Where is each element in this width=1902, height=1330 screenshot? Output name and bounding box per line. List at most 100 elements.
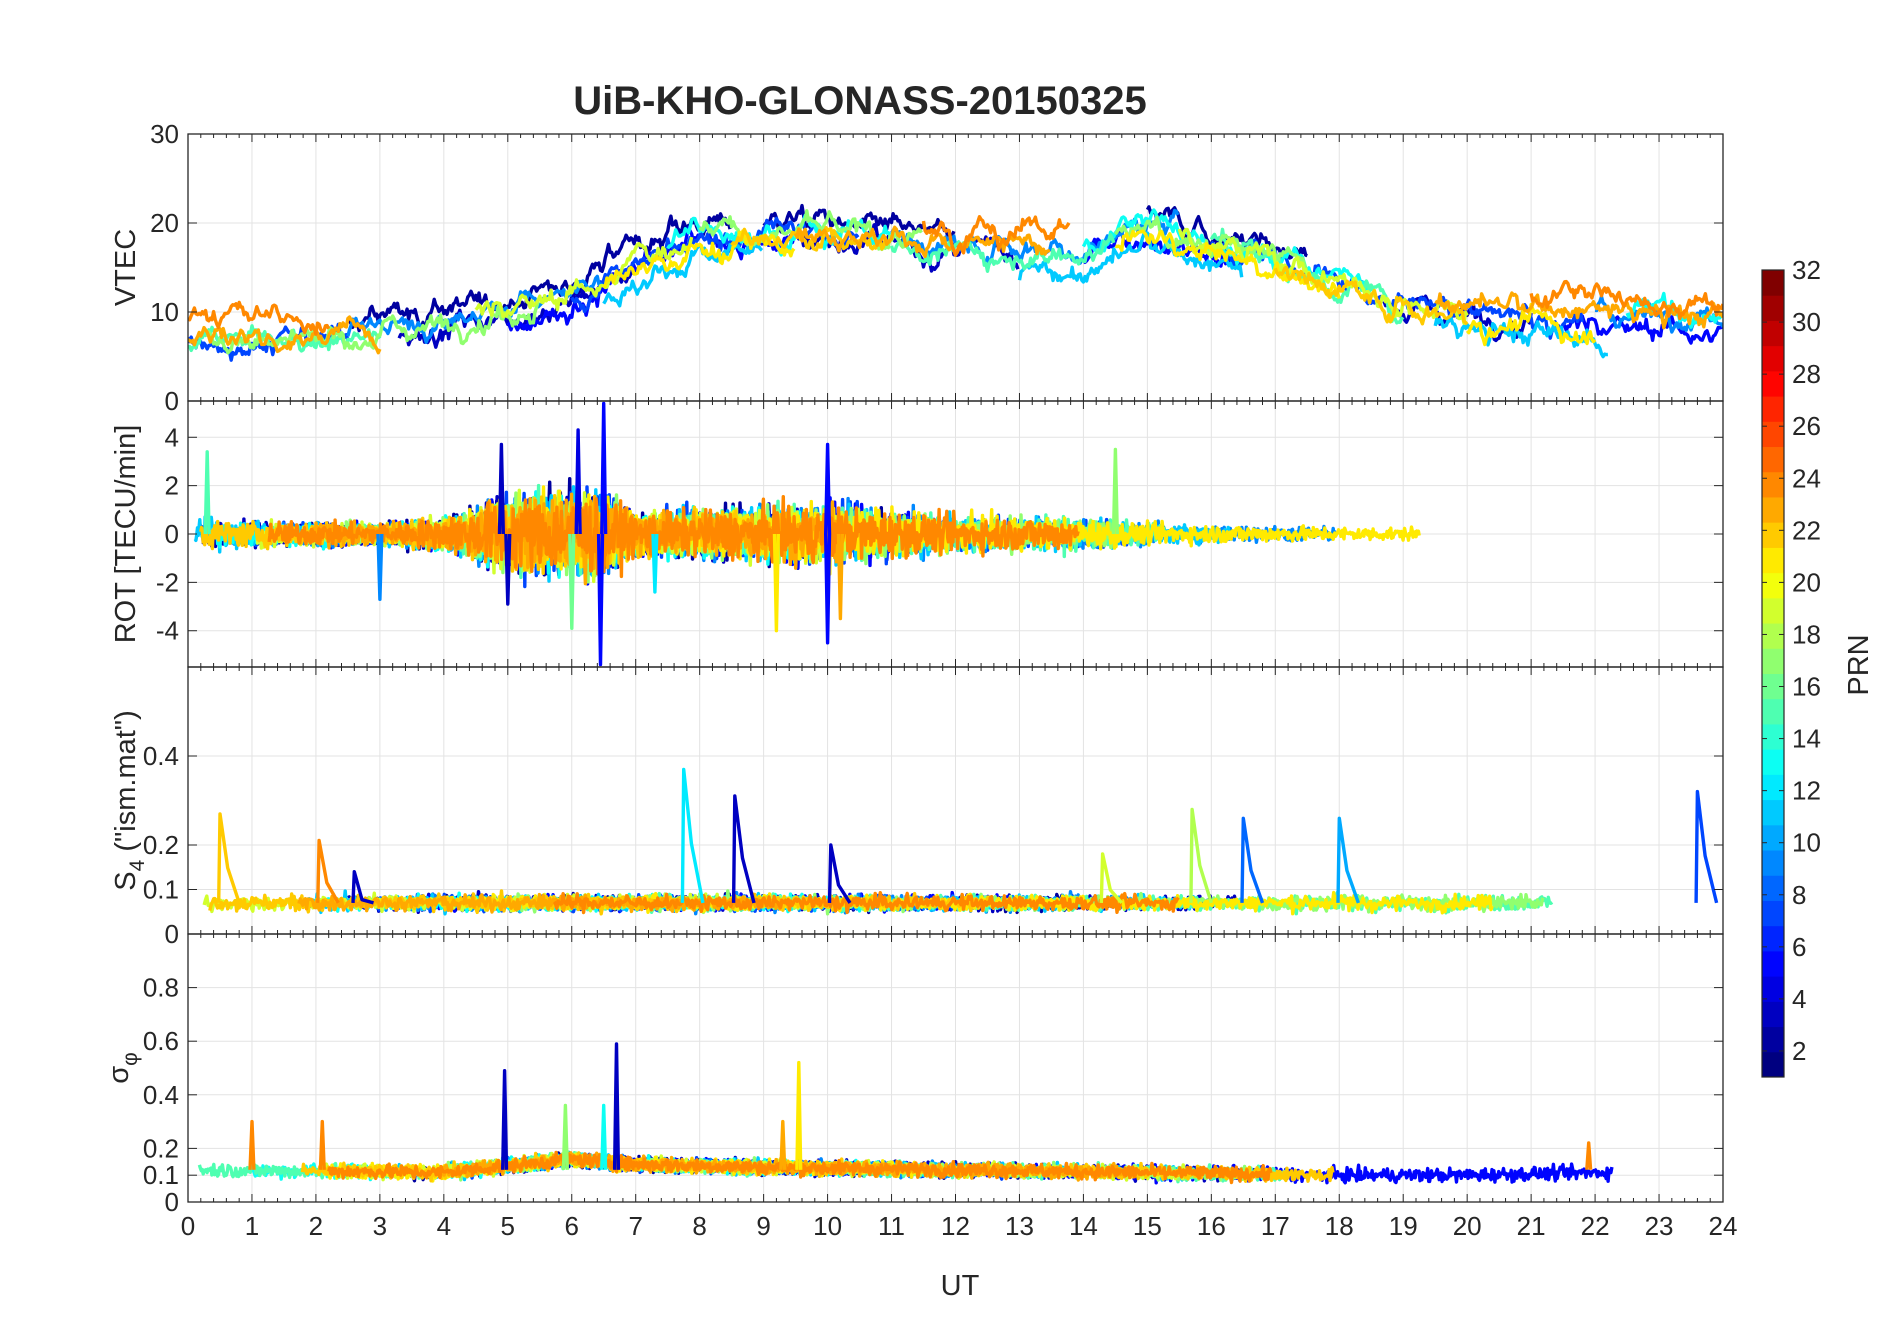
- y-tick-label: 0.6: [143, 1026, 179, 1056]
- x-tick-label: 17: [1261, 1211, 1290, 1241]
- spike-prn-3: [504, 533, 512, 606]
- colorbar-swatch: [1762, 496, 1784, 523]
- x-tick-label: 2: [309, 1211, 323, 1241]
- colorbar-swatch: [1762, 446, 1784, 473]
- colorbar-swatch: [1762, 547, 1784, 574]
- spike-prn-3: [501, 1069, 509, 1170]
- spike-prn-3: [612, 1042, 621, 1170]
- spike-prn-17: [561, 1103, 569, 1170]
- series-line-prn-23: [1434, 291, 1723, 330]
- y-tick-label: 0: [165, 919, 179, 949]
- series-line-prn-22: [1273, 265, 1469, 326]
- y-tick-label: 2: [165, 471, 179, 501]
- colorbar-swatch: [1762, 320, 1784, 347]
- y-tick-label: 0.4: [143, 741, 179, 771]
- series-rot: [193, 401, 1421, 667]
- colorbar-tick-label: 8: [1792, 880, 1806, 910]
- colorbar-swatch: [1762, 925, 1784, 952]
- colorbar-swatch: [1762, 900, 1784, 927]
- y-tick-label: 4: [165, 422, 179, 452]
- series-line-prn-24: [188, 300, 331, 336]
- spike-prn-4: [574, 428, 582, 535]
- y-axis-label-vtec: VTEC: [110, 229, 142, 306]
- spike-prn-21: [795, 1060, 803, 1170]
- colorbar-tick-label: 30: [1792, 307, 1821, 337]
- y-axis-label-rot: ROT [TECU/min]: [110, 425, 142, 644]
- colorbar-swatch: [1762, 345, 1784, 372]
- spike-prn-5: [596, 533, 605, 667]
- y-axis-label-sigma_phi: σφ: [103, 1052, 142, 1084]
- series-line-prn-9: [346, 274, 604, 344]
- x-tick-label: 7: [628, 1211, 642, 1241]
- colorbar-tick-label: 16: [1792, 672, 1821, 702]
- spike-prn-7: [1694, 789, 1719, 904]
- colorbar-tick-label: 6: [1792, 932, 1806, 962]
- series-line-prn-17: [698, 209, 923, 252]
- colorbar-swatch: [1762, 1051, 1784, 1078]
- x-tick-label: 11: [878, 1211, 905, 1241]
- spike-prn-13: [600, 1103, 608, 1170]
- series-line-prn-5: [1562, 314, 1723, 345]
- ticks-rot: [187, 401, 1724, 667]
- colorbar-swatch: [1762, 396, 1784, 422]
- colorbar-swatch: [1762, 824, 1784, 851]
- spike-prn-24: [248, 1119, 256, 1170]
- series-line-prn-11: [1433, 316, 1609, 359]
- ticks-s4: [187, 667, 1724, 935]
- panel-sigma_phi: 00.10.20.40.60.80 1 2 3 4 5 6 7 8 9 10 11 12 13 14 15 16…: [103, 933, 1738, 1241]
- colorbar-swatch: [1762, 749, 1784, 775]
- colorbar-box: [1761, 269, 1785, 1078]
- colorbar-swatch: [1762, 471, 1784, 498]
- x-tick-label: 4: [437, 1211, 451, 1241]
- colorbar-tick-label: 14: [1792, 724, 1821, 754]
- y-tick-label: 0: [165, 519, 179, 549]
- y-tick-label: 10: [150, 297, 179, 327]
- spike-prn-22: [217, 812, 241, 904]
- x-tick-label: 16: [1197, 1211, 1226, 1241]
- x-tick-label: 22: [1581, 1211, 1610, 1241]
- colorbar-swatch: [1762, 295, 1784, 321]
- series-line-prn-2: [346, 212, 732, 333]
- colorbar-swatch: [1762, 673, 1784, 700]
- spike-prn-15: [203, 450, 211, 535]
- series-line-prn-17: [205, 301, 540, 355]
- colorbar-swatch: [1762, 421, 1784, 448]
- y-tick-label: -2: [156, 567, 179, 597]
- x-tick-label: 13: [1005, 1211, 1034, 1241]
- colorbar-tick-label: 24: [1792, 463, 1821, 493]
- series-line-prn-24: [267, 484, 1080, 579]
- y-tick-label: -4: [156, 616, 179, 646]
- ticks-sigma_phi: [187, 934, 1724, 1203]
- series-line-prn-23: [188, 315, 382, 355]
- colorbar-swatch: [1762, 1001, 1784, 1028]
- x-tick-label: 24: [1709, 1211, 1738, 1241]
- spike-prn-3: [827, 843, 852, 904]
- y-tick-label: 0: [165, 1187, 179, 1217]
- panel-rot: -4 -2 0 2 4 ROT [TECU/min]: [110, 400, 1724, 668]
- ticks-vtec: [187, 133, 1724, 402]
- y-tick-label: 0.1: [143, 1160, 179, 1190]
- spike-prn-24: [318, 1119, 326, 1170]
- spike-prn-5: [600, 401, 608, 535]
- colorbar-swatch: [1762, 522, 1784, 548]
- x-tick-label: 15: [1133, 1211, 1162, 1241]
- x-tick-label: 1: [245, 1211, 259, 1241]
- y-tick-label: 0.2: [143, 830, 179, 860]
- x-tick-label: 9: [756, 1211, 770, 1241]
- colorbar-swatch: [1762, 698, 1784, 725]
- x-tick-label: 6: [565, 1211, 579, 1241]
- colorbar-swatch: [1762, 1026, 1784, 1053]
- spike-prn-21: [772, 533, 780, 633]
- x-tick-label: 8: [692, 1211, 706, 1241]
- series-line-prn-24: [552, 891, 1180, 915]
- series-line-prn-24: [921, 215, 1071, 257]
- x-axis-label: UT: [941, 1270, 980, 1302]
- colorbar-tick-label: 20: [1792, 567, 1821, 597]
- spike-prn-12: [680, 767, 705, 904]
- series-line-prn-21: [1114, 229, 1341, 299]
- spike-prn-16: [568, 533, 576, 630]
- spike-prn-3: [351, 870, 374, 905]
- colorbar-swatch: [1762, 799, 1784, 826]
- colorbar-swatch: [1762, 572, 1784, 599]
